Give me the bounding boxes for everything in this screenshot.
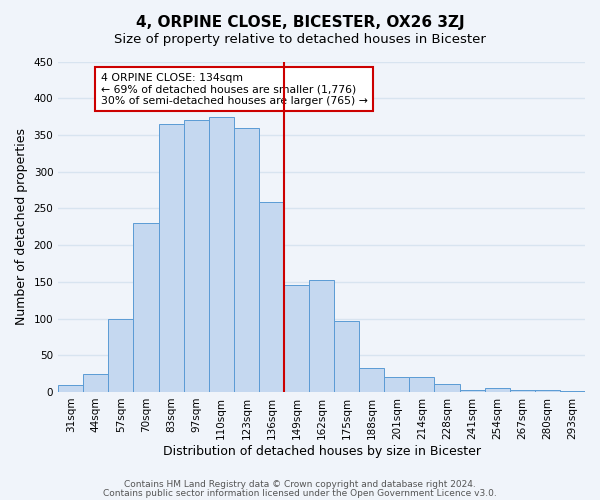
Bar [259,202,284,392]
Bar [485,388,510,392]
Y-axis label: Number of detached properties: Number of detached properties [15,128,28,325]
Bar [158,124,184,392]
Bar [184,120,209,392]
Bar [109,318,133,392]
Bar [510,390,535,392]
Bar [409,376,434,392]
Text: 4, ORPINE CLOSE, BICESTER, OX26 3ZJ: 4, ORPINE CLOSE, BICESTER, OX26 3ZJ [136,15,464,30]
Text: Contains HM Land Registry data © Crown copyright and database right 2024.: Contains HM Land Registry data © Crown c… [124,480,476,489]
Text: Contains public sector information licensed under the Open Government Licence v3: Contains public sector information licen… [103,489,497,498]
Bar [284,286,309,392]
Bar [209,116,234,392]
Bar [460,390,485,392]
Bar [535,390,560,392]
Bar [309,280,334,392]
Bar [385,376,409,392]
Bar [234,128,259,392]
Text: Size of property relative to detached houses in Bicester: Size of property relative to detached ho… [114,32,486,46]
Bar [58,384,83,392]
Bar [560,391,585,392]
Bar [359,368,385,392]
Text: 4 ORPINE CLOSE: 134sqm
← 69% of detached houses are smaller (1,776)
30% of semi-: 4 ORPINE CLOSE: 134sqm ← 69% of detached… [101,72,368,106]
Bar [334,320,359,392]
Bar [83,374,109,392]
X-axis label: Distribution of detached houses by size in Bicester: Distribution of detached houses by size … [163,444,481,458]
Bar [133,223,158,392]
Bar [434,384,460,392]
